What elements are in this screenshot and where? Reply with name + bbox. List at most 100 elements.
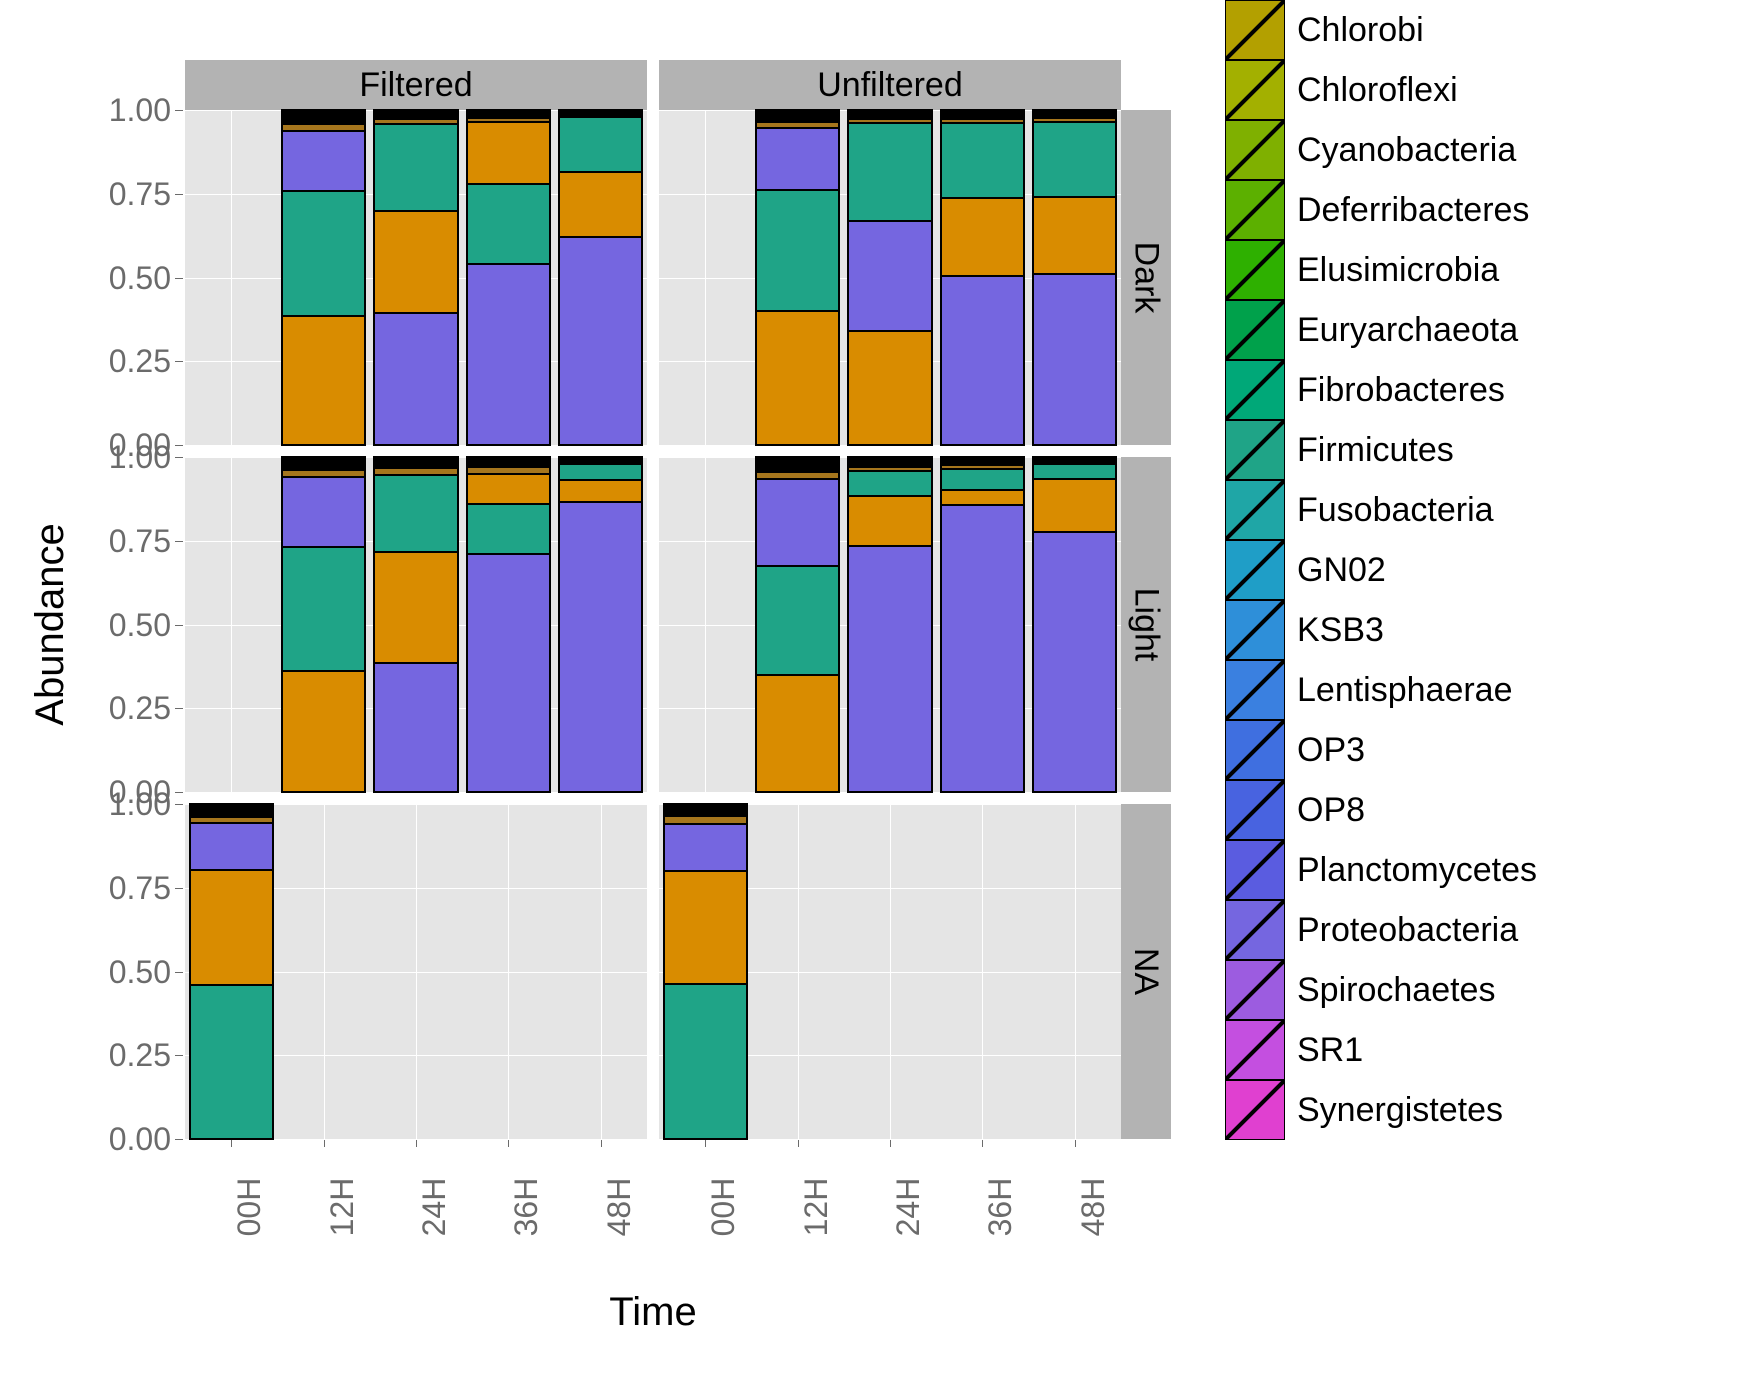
legend-row: KSB3 [1225, 600, 1537, 660]
gridline-v [508, 804, 509, 1139]
bar-segment [467, 457, 550, 467]
legend-label: OP3 [1297, 731, 1365, 770]
legend-slash-icon [1226, 181, 1284, 239]
bar-segment [282, 191, 365, 316]
bar-segment [559, 237, 642, 445]
stacked-bar [941, 110, 1024, 445]
bar-segment [848, 221, 931, 332]
bar-segment [559, 457, 642, 464]
legend-key [1225, 1020, 1285, 1080]
y-tick-label: 1.00 [0, 786, 171, 823]
legend-row: Fibrobacteres [1225, 360, 1537, 420]
bar-segment [848, 331, 931, 445]
legend-label: GN02 [1297, 551, 1386, 590]
y-tick-mark [175, 625, 183, 626]
legend-slash-icon [1226, 61, 1284, 119]
legend-row: GN02 [1225, 540, 1537, 600]
legend-row: Euryarchaeota [1225, 300, 1537, 360]
x-tick-label: 12H [324, 1167, 361, 1247]
bar-segment [374, 124, 457, 211]
bar-segment [848, 123, 931, 220]
bar-segment [756, 472, 839, 479]
bar-segment [282, 470, 365, 477]
gridline-v [231, 110, 232, 445]
legend-label: Chloroflexi [1297, 71, 1458, 110]
x-tick-mark [324, 1139, 325, 1147]
bar-segment [559, 172, 642, 237]
bar-segment [374, 475, 457, 552]
legend-label: SR1 [1297, 1031, 1363, 1070]
x-tick-mark [231, 1139, 232, 1147]
bar-segment [1033, 532, 1116, 792]
bar-segment [282, 457, 365, 470]
bar-segment [848, 119, 931, 123]
legend-key [1225, 840, 1285, 900]
bar-segment [664, 871, 747, 984]
bar-segment [756, 190, 839, 311]
x-tick-label: 48H [1075, 1167, 1112, 1247]
gridline-h [185, 1139, 647, 1140]
legend-slash-icon [1226, 601, 1284, 659]
gridline-v [705, 110, 706, 445]
y-tick-mark [175, 1055, 183, 1056]
legend-row: SR1 [1225, 1020, 1537, 1080]
legend-row: OP3 [1225, 720, 1537, 780]
x-tick-mark [601, 1139, 602, 1147]
y-tick-label: 0.75 [0, 870, 171, 907]
col-facet-label: Filtered [359, 66, 472, 105]
gridline-v [231, 457, 232, 792]
bar-segment [664, 984, 747, 1139]
x-tick-mark [1075, 1139, 1076, 1147]
bar-segment [1033, 110, 1116, 118]
legend-label: OP8 [1297, 791, 1365, 830]
legend-row: Deferribacteres [1225, 180, 1537, 240]
bar-segment [190, 870, 273, 985]
legend-row: Lentisphaerae [1225, 660, 1537, 720]
bar-segment [467, 118, 550, 122]
facet-panel [185, 110, 647, 445]
gridline-v [324, 804, 325, 1139]
bar-segment [1033, 479, 1116, 533]
legend-row: Proteobacteria [1225, 900, 1537, 960]
bar-segment [941, 110, 1024, 119]
bar-segment [941, 198, 1024, 276]
legend-key [1225, 300, 1285, 360]
bar-segment [374, 119, 457, 124]
bar-segment [374, 457, 457, 468]
stacked-bar [848, 457, 931, 792]
stacked-bar [282, 457, 365, 792]
legend-label: KSB3 [1297, 611, 1384, 650]
y-tick-label: 1.00 [0, 439, 171, 476]
facet-panel [659, 110, 1121, 445]
bar-segment [756, 311, 839, 445]
bar-segment [190, 823, 273, 870]
legend-slash-icon [1226, 781, 1284, 839]
x-tick-label: 24H [890, 1167, 927, 1247]
x-tick-mark [890, 1139, 891, 1147]
legend-row: Chlorobi [1225, 0, 1537, 60]
gridline-v [1075, 804, 1076, 1139]
bar-segment [941, 465, 1024, 469]
bar-segment [756, 479, 839, 566]
bar-segment [559, 480, 642, 502]
stacked-bar [559, 110, 642, 445]
bar-segment [282, 477, 365, 547]
legend-key [1225, 240, 1285, 300]
bar-segment [664, 824, 747, 871]
facet-panel [185, 457, 647, 792]
stacked-bar [756, 110, 839, 445]
y-tick-mark [175, 1139, 183, 1140]
legend-label: Fibrobacteres [1297, 371, 1505, 410]
legend-label: Planctomycetes [1297, 851, 1537, 890]
y-tick-mark [175, 457, 183, 458]
legend-slash-icon [1226, 721, 1284, 779]
bar-segment [467, 110, 550, 118]
bar-segment [282, 124, 365, 131]
stacked-bar [664, 804, 747, 1139]
y-tick-label: 1.00 [0, 92, 171, 129]
bar-segment [282, 110, 365, 124]
bar-segment [941, 505, 1024, 792]
x-tick-label: 12H [798, 1167, 835, 1247]
legend-key [1225, 600, 1285, 660]
bar-segment [467, 264, 550, 445]
